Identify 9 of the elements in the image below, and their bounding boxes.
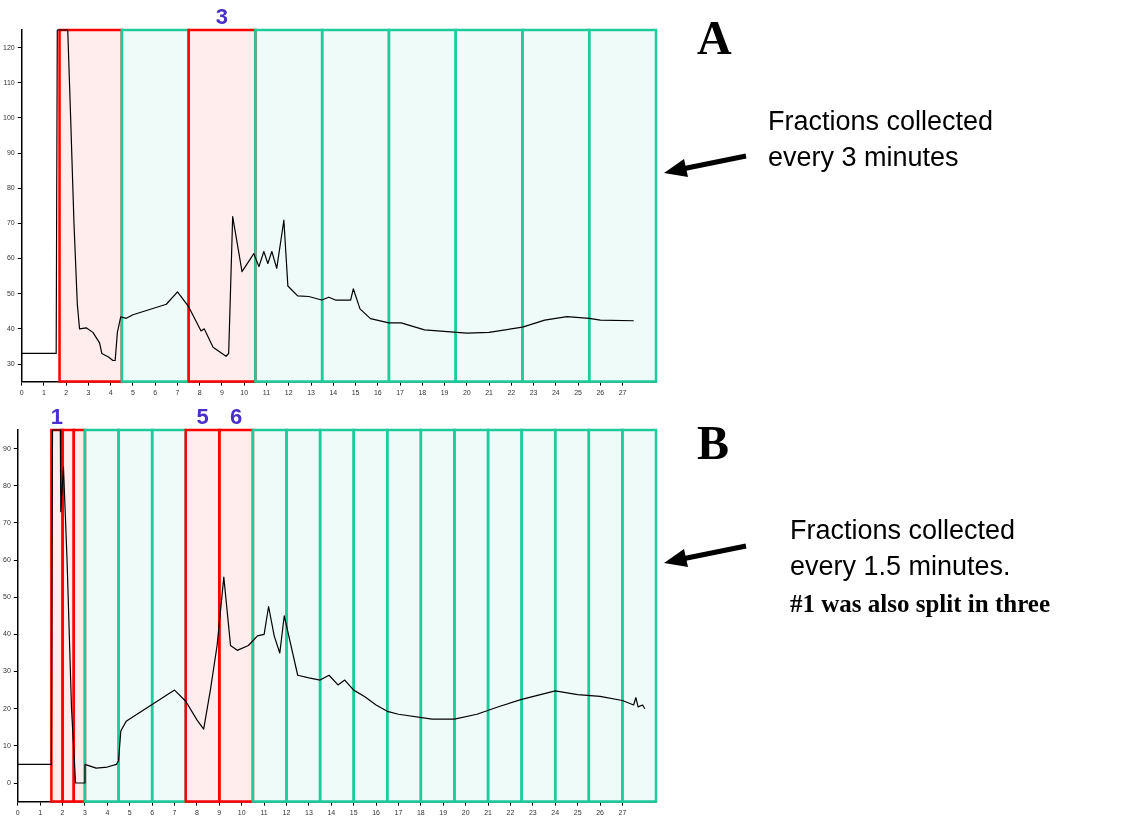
text: Fractions collected every 3 minutes — [768, 105, 995, 174]
band-label: 3 — [215, 4, 229, 30]
text: Fractions collected every 1.5 minutes. — [790, 514, 1017, 583]
band-label: 1 — [50, 404, 64, 430]
text: B — [697, 415, 730, 470]
text: #1 was also split in three — [790, 590, 1050, 618]
band-label: 6 — [230, 404, 243, 430]
band-label: 5 — [196, 404, 209, 430]
text: A — [697, 10, 732, 65]
